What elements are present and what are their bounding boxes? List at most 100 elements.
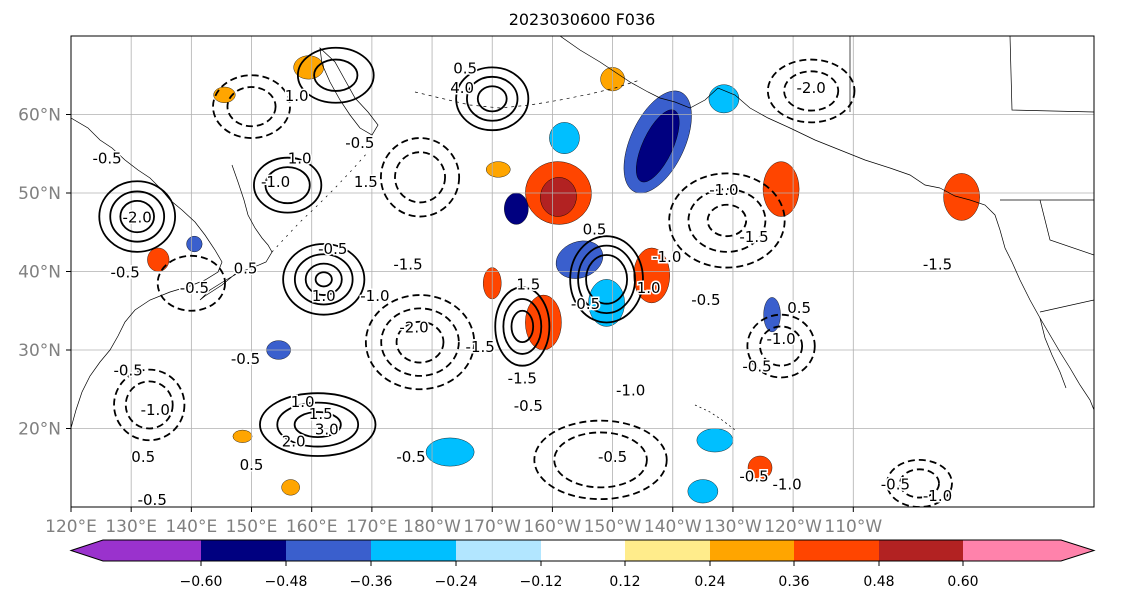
colorbar-tick-label: 0.12	[609, 574, 640, 590]
positive-contour-line	[577, 244, 636, 315]
contour-label: -1.0	[616, 381, 645, 399]
colorbar-bin	[541, 540, 625, 561]
contour-label: -0.5	[571, 295, 600, 313]
longitude-tick-label: 150°E	[226, 517, 278, 537]
longitude-tick-label: 140°E	[166, 517, 218, 537]
positive-contour-line	[502, 298, 543, 355]
longitude-tick-label: 170°E	[346, 517, 398, 537]
contour-label: 1.0	[288, 150, 312, 168]
height-contours-layer	[98, 46, 953, 507]
negative-contour-line	[364, 294, 476, 391]
japan-coastline	[199, 164, 273, 301]
contour-label: 1.0	[312, 287, 336, 305]
contour-label: 1.0	[637, 279, 661, 297]
latitude-tick-label: 60°N	[18, 106, 61, 126]
contour-label: -1.0	[772, 475, 801, 493]
negative-contour-line	[687, 188, 767, 253]
contour-label: -1.0	[766, 330, 795, 348]
longitude-tick-label: 160°W	[524, 517, 582, 537]
negative-contour-line	[759, 325, 804, 367]
colorbar-tick-label: 0.60	[947, 574, 978, 590]
contour-label: -0.5	[111, 264, 140, 282]
negative-contour-line	[553, 431, 648, 489]
colorbar-tick-label: −0.24	[435, 574, 478, 590]
contour-label: -0.5	[514, 397, 543, 415]
state-border	[1009, 36, 1094, 113]
contour-label: -0.5	[318, 240, 347, 258]
positive-contour-line	[455, 66, 530, 132]
negative-contour-line	[899, 468, 940, 499]
aleutian-islands	[414, 79, 641, 109]
colorbar-tick-label: 0.48	[863, 574, 894, 590]
anomaly-shade-region	[425, 437, 475, 467]
colorbar-bin	[371, 540, 456, 561]
positive-contour-line	[476, 85, 508, 113]
negative-contour-line	[395, 320, 445, 364]
anomaly-shade-region	[486, 161, 511, 178]
longitude-tick-label: 140°W	[644, 517, 702, 537]
contour-label: -1.0	[652, 248, 681, 266]
longitude-tick-label: 160°E	[286, 517, 338, 537]
latitude-tick-label: 40°N	[18, 263, 61, 283]
contour-label: 1.5	[309, 405, 333, 423]
positive-contour-line	[293, 411, 342, 439]
contour-label: 1.0	[291, 393, 315, 411]
contour-label: 1.5	[516, 275, 540, 293]
contour-label: 3.0	[315, 421, 339, 439]
contour-label: -1.0	[923, 487, 952, 505]
positive-contour-line	[313, 58, 359, 92]
anomaly-shade-region	[186, 235, 203, 253]
baja-coastline	[1039, 317, 1067, 389]
longitude-tick-label: 130°E	[105, 517, 157, 537]
contour-label: 0.5	[234, 260, 258, 278]
contour-labels-layer: 0.51.0 4.0-0.5 1.01.5-0.5-1.0-2.00.5-0.5-1…	[91, 58, 954, 509]
contour-label: -1.5	[923, 256, 952, 274]
contour-label: 4.0	[450, 79, 474, 97]
contour-label: -1.5	[739, 228, 768, 246]
colorbar-bin	[625, 540, 710, 561]
alaska-coastline	[559, 36, 941, 189]
longitude-tick-label: 150°W	[584, 517, 642, 537]
latitude-tick-label: 20°N	[18, 420, 61, 440]
contour-label: 0.5	[131, 448, 155, 466]
anomaly-shade-region	[943, 173, 980, 221]
contour-label: 0.5	[787, 299, 811, 317]
contour-label: -1.0	[141, 401, 170, 419]
anomaly-shade-region	[747, 455, 773, 480]
positive-contour-line	[585, 254, 628, 305]
asia-coastline	[71, 117, 223, 429]
colorbar-tick-label: 0.36	[778, 574, 809, 590]
map-title: 2023030600 F036	[509, 10, 656, 29]
us-mexico-border	[1039, 299, 1094, 313]
negative-contour-line	[533, 419, 668, 501]
contour-label: -2.0	[399, 318, 428, 336]
contour-label: -0.5	[180, 279, 209, 297]
contour-label: 0.5	[583, 220, 607, 238]
contour-label: 2.0	[282, 432, 306, 450]
contour-label: -0.5	[739, 468, 768, 486]
latitude-tick-label: 50°N	[18, 184, 61, 204]
anomaly-shade-region	[232, 429, 253, 443]
negative-contour-line	[156, 254, 226, 312]
colorbar: −0.60 −0.48 −0.36 −0.24 −0.12 0.12 0.24 0.36 0.4…	[69, 539, 1096, 590]
negative-contour-line	[226, 86, 277, 128]
positive-contour-line	[494, 286, 551, 367]
positive-contour-line	[276, 401, 360, 448]
longitude-tick-label: 120°W	[764, 517, 822, 537]
colorbar-over-extension	[963, 540, 1094, 561]
contour-label: -1.5	[466, 338, 495, 356]
anomaly-shade-region	[147, 247, 170, 272]
positive-contour-line	[296, 46, 375, 104]
negative-contour-line	[668, 172, 786, 269]
positive-contour-line	[253, 156, 323, 214]
positive-contour-line	[264, 166, 311, 205]
negative-contour-line	[212, 74, 291, 139]
contour-label: -0.5	[345, 134, 374, 152]
longitude-axis: 120°E 130°E 140°E 150°E 160°E 170°E 180°W 170°W…	[45, 507, 882, 537]
anomaly-shade-region	[696, 428, 734, 453]
negative-contour-line	[766, 58, 856, 124]
contour-label: -0.5	[138, 491, 167, 509]
negative-contour-line	[783, 70, 840, 112]
contour-label: -0.5	[231, 350, 260, 368]
